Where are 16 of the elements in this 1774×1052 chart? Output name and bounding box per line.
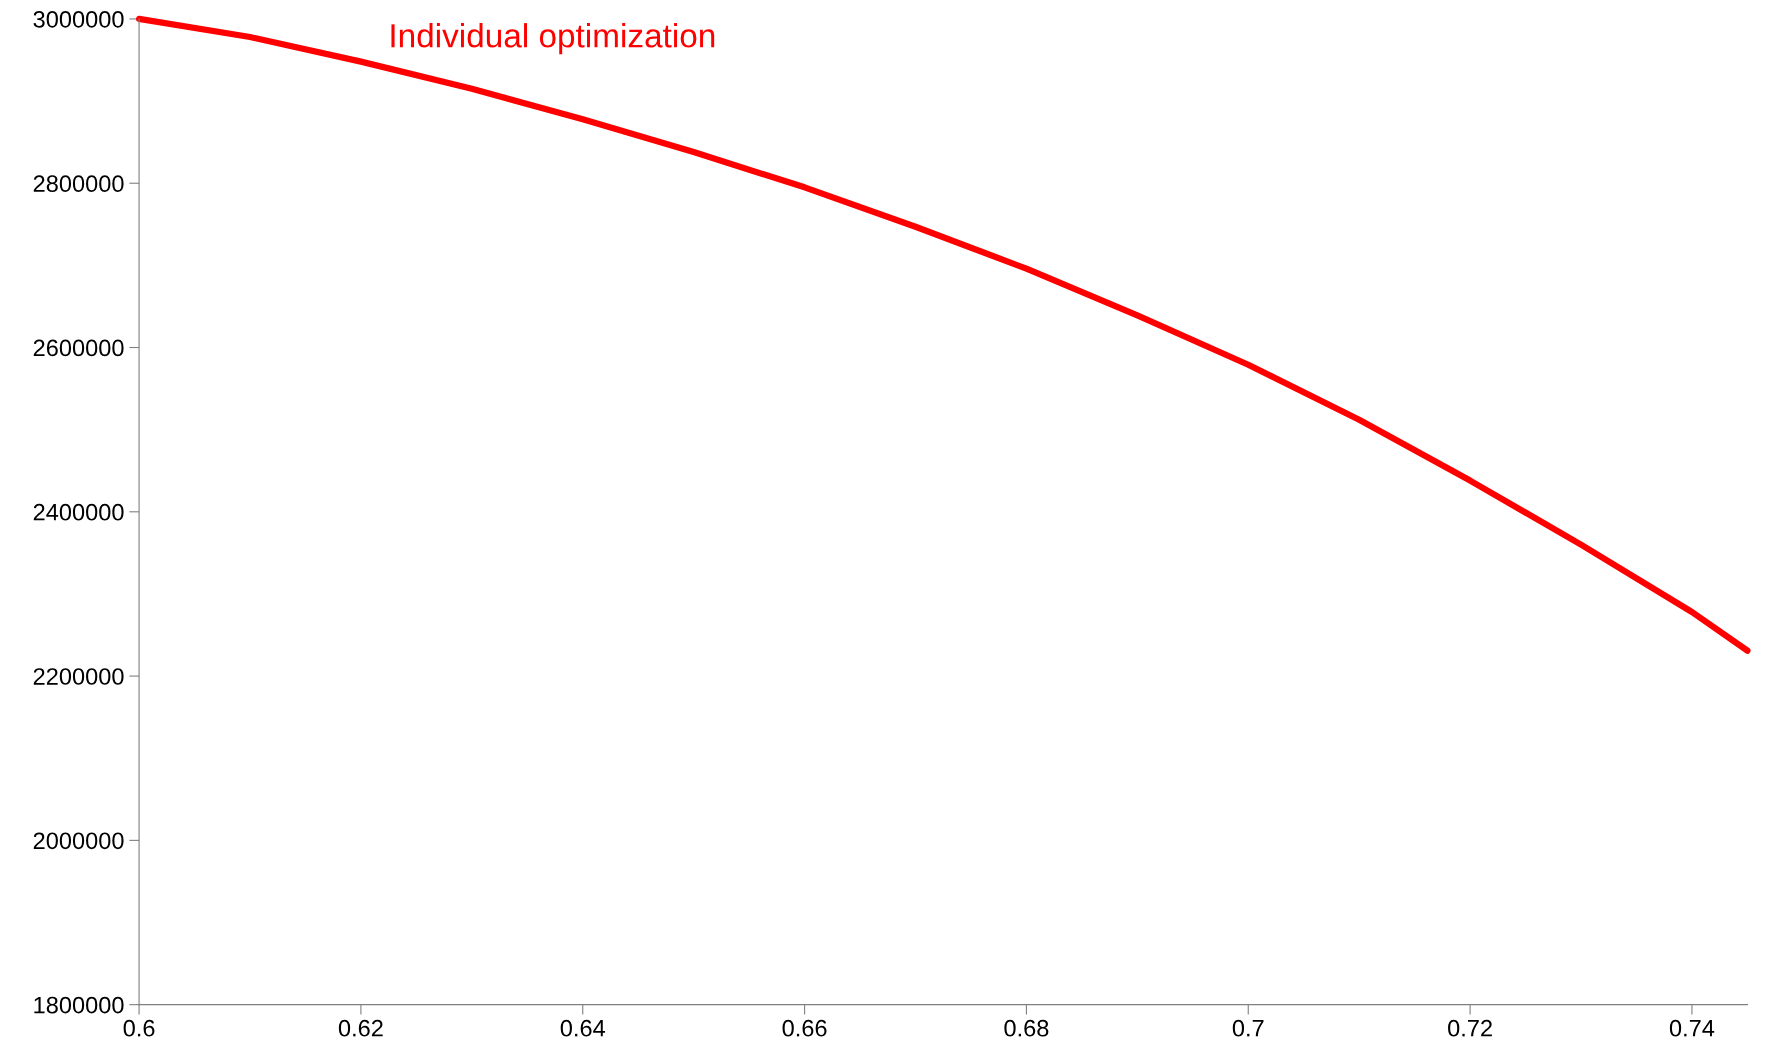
y-tick-label: 2200000: [33, 668, 124, 685]
y-tick-label: 2600000: [33, 339, 124, 357]
x-tick-label: 0.62: [338, 1019, 383, 1037]
x-tick-label: 0.68: [1004, 1019, 1049, 1037]
y-tick-label: 2000000: [33, 832, 124, 850]
x-tick-label: 0.64: [560, 1019, 606, 1037]
y-tick-label: 2400000: [33, 503, 124, 521]
x-tick-label: 0.7: [1232, 1019, 1264, 1037]
series-label: Individual optimization: [391, 23, 715, 55]
y-tick-label: 2800000: [33, 175, 124, 193]
x-tick-label: 0.72: [1448, 1019, 1492, 1037]
y-tick-label: 3000000: [33, 11, 124, 28]
x-tick-label: 0.6: [123, 1019, 155, 1037]
y-tick-label: 1800000: [34, 996, 124, 1014]
x-tick-label: 0.74: [1669, 1019, 1715, 1037]
x-tick-label: 0.66: [782, 1019, 827, 1037]
